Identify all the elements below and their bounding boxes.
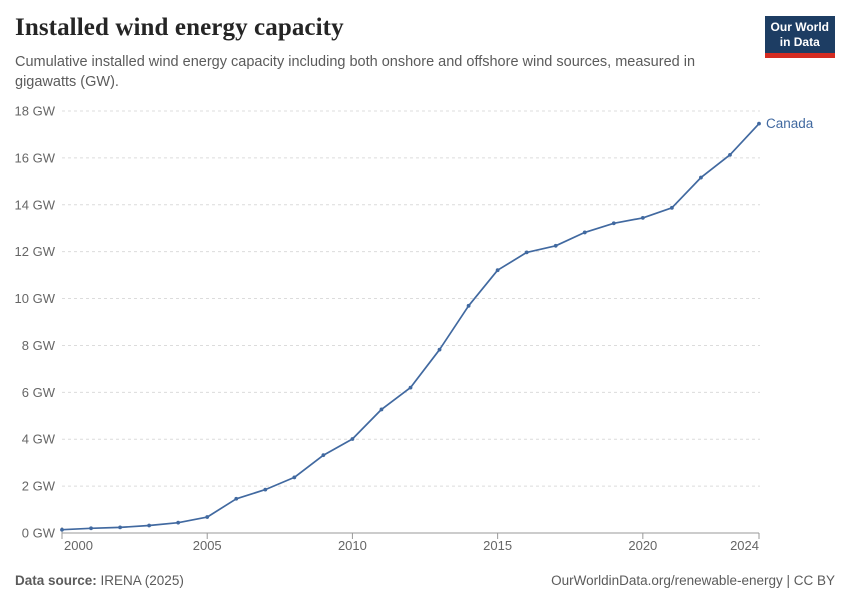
data-point[interactable] [60, 527, 64, 532]
x-tick-label: 2000 [64, 538, 93, 553]
series-line-canada[interactable] [61, 122, 760, 531]
y-tick-label: 16 GW [15, 150, 56, 165]
x-tick-label: 2010 [338, 538, 367, 553]
data-point[interactable] [176, 520, 181, 525]
owid-logo-line1: Our World [770, 20, 829, 34]
data-point[interactable] [292, 475, 297, 480]
x-tick-label: 2015 [483, 538, 512, 553]
y-tick-label: 8 GW [22, 338, 56, 353]
chart-subtitle: Cumulative installed wind energy capacit… [15, 54, 696, 91]
y-tick-label: 10 GW [15, 291, 56, 306]
data-point[interactable] [669, 205, 674, 210]
data-point[interactable] [147, 523, 152, 528]
y-tick-label: 14 GW [15, 197, 56, 212]
data-source-label: Data source: [15, 573, 97, 588]
data-point[interactable] [466, 303, 471, 308]
owid-logo-line2: in Data [779, 34, 820, 49]
data-point[interactable] [553, 243, 558, 248]
data-point[interactable] [757, 121, 761, 126]
data-point[interactable] [699, 175, 703, 180]
y-tick-label: 0 GW [22, 526, 56, 541]
data-point[interactable] [321, 453, 326, 458]
data-point[interactable] [118, 525, 122, 530]
chart-footer: Data source: IRENA (2025) OurWorldinData… [15, 573, 835, 588]
data-point[interactable] [437, 347, 442, 352]
data-point[interactable] [640, 216, 645, 220]
x-tick-label: 2020 [628, 538, 657, 553]
data-point[interactable] [408, 385, 413, 390]
data-point[interactable] [524, 250, 529, 255]
y-tick-label: 2 GW [22, 479, 56, 494]
y-tick-label: 18 GW [15, 104, 56, 119]
data-point[interactable] [582, 230, 587, 235]
x-tick-label: 2005 [193, 538, 222, 553]
chart-title: Installed wind energy capacity [15, 14, 344, 41]
data-point[interactable] [350, 437, 355, 441]
owid-logo[interactable]: Our World in Data [764, 16, 835, 59]
series-end-label: Canada [766, 116, 814, 131]
data-point[interactable] [205, 515, 210, 519]
y-tick-label: 6 GW [22, 385, 56, 400]
data-point[interactable] [611, 221, 616, 226]
data-point[interactable] [89, 526, 93, 531]
data-source-value: IRENA (2025) [96, 573, 184, 588]
data-source: Data source: IRENA (2025) [15, 573, 184, 588]
data-point[interactable] [234, 496, 239, 501]
data-point[interactable] [263, 487, 268, 492]
owid-url-link[interactable]: OurWorldinData.org/renewable-energy | CC… [551, 573, 835, 588]
data-point[interactable] [728, 152, 732, 157]
y-tick-label: 12 GW [15, 244, 56, 259]
data-point[interactable] [379, 407, 384, 412]
x-tick-label: 2024 [730, 538, 759, 553]
y-tick-label: 4 GW [22, 432, 56, 447]
data-point[interactable] [495, 268, 500, 273]
